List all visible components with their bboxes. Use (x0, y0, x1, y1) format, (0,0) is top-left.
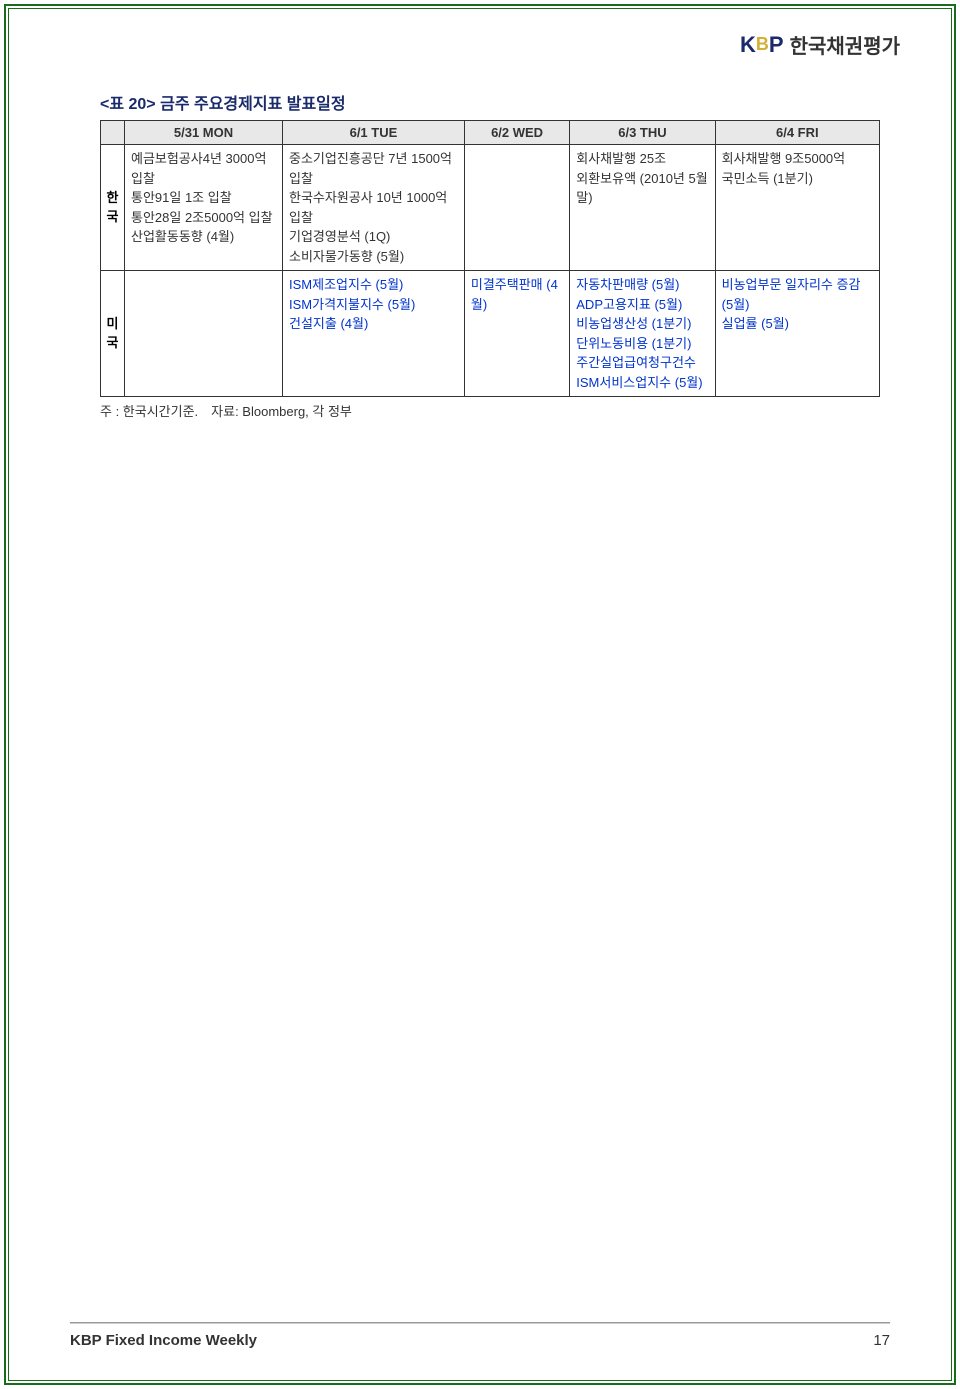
table-body: 한국 예금보험공사4년 3000억 입찰통안91일 1조 입찰통안28일 2조5… (101, 145, 880, 397)
footer-page-number: 17 (873, 1332, 890, 1349)
economic-schedule-table: 5/31 MON 6/1 TUE 6/2 WED 6/3 THU 6/4 FRI… (100, 120, 880, 397)
cell-text: 미결주택판매 (4월) (471, 275, 563, 314)
table-title: <표 20> 금주 주요경제지표 발표일정 (100, 90, 880, 114)
logo-letter-k: K (740, 32, 756, 58)
table-header-row: 5/31 MON 6/1 TUE 6/2 WED 6/3 THU 6/4 FRI (101, 121, 880, 145)
col-header-tue: 6/1 TUE (283, 121, 465, 145)
col-header-blank (101, 121, 125, 145)
cell-korea-fri: 회사채발행 9조5000억국민소득 (1분기) (715, 145, 879, 271)
logo-letter-b: B (756, 34, 769, 55)
cell-usa-wed: 미결주택판매 (4월) (464, 271, 569, 397)
main-content: <표 20> 금주 주요경제지표 발표일정 5/31 MON 6/1 TUE 6… (100, 90, 880, 420)
col-header-wed: 6/2 WED (464, 121, 569, 145)
footer-row: KBP Fixed Income Weekly 17 (70, 1332, 890, 1349)
cell-korea-tue: 중소기업진흥공단 7년 1500억 입찰한국수자원공사 10년 1000억 입찰… (283, 145, 465, 271)
cell-usa-mon (125, 271, 283, 397)
row-label-usa: 미국 (101, 271, 125, 397)
cell-text: 회사채발행 9조5000억국민소득 (1분기) (722, 149, 873, 188)
cell-text: 중소기업진흥공단 7년 1500억 입찰한국수자원공사 10년 1000억 입찰… (289, 149, 458, 266)
company-name: 한국채권평가 (790, 30, 900, 59)
col-header-mon: 5/31 MON (125, 121, 283, 145)
cell-usa-fri: 비농업부문 일자리수 증감 (5월)실업률 (5월) (715, 271, 879, 397)
table-footnote: 주 : 한국시간기준. 자료: Bloomberg, 각 정부 (100, 401, 880, 420)
cell-text: 회사채발행 25조외환보유액 (2010년 5월말) (576, 149, 708, 208)
cell-usa-thu: 자동차판매량 (5월)ADP고용지표 (5월)비농업생산성 (1분기)단위노동비… (570, 271, 715, 397)
kbp-logo: KBP (740, 32, 784, 58)
cell-text: ISM제조업지수 (5월)ISM가격지불지수 (5월)건설지출 (4월) (289, 275, 458, 334)
col-header-fri: 6/4 FRI (715, 121, 879, 145)
col-header-thu: 6/3 THU (570, 121, 715, 145)
cell-text: 예금보험공사4년 3000억 입찰통안91일 1조 입찰통안28일 2조5000… (131, 149, 276, 247)
logo-letter-p: P (769, 32, 784, 58)
footer-title: KBP Fixed Income Weekly (70, 1332, 257, 1349)
row-label-korea-text: 한국 (107, 190, 119, 223)
table-row-korea: 한국 예금보험공사4년 3000억 입찰통안91일 1조 입찰통안28일 2조5… (101, 145, 880, 271)
cell-usa-tue: ISM제조업지수 (5월)ISM가격지불지수 (5월)건설지출 (4월) (283, 271, 465, 397)
row-label-korea: 한국 (101, 145, 125, 271)
cell-text: 비농업부문 일자리수 증감 (5월)실업률 (5월) (722, 275, 873, 334)
header-logo-area: KBP 한국채권평가 (740, 30, 900, 59)
table-row-usa: 미국 ISM제조업지수 (5월)ISM가격지불지수 (5월)건설지출 (4월) … (101, 271, 880, 397)
cell-korea-thu: 회사채발행 25조외환보유액 (2010년 5월말) (570, 145, 715, 271)
cell-korea-mon: 예금보험공사4년 3000억 입찰통안91일 1조 입찰통안28일 2조5000… (125, 145, 283, 271)
cell-text: 자동차판매량 (5월)ADP고용지표 (5월)비농업생산성 (1분기)단위노동비… (576, 275, 708, 392)
row-label-usa-text: 미국 (107, 316, 119, 349)
page-footer: KBP Fixed Income Weekly 17 (70, 1322, 890, 1349)
cell-korea-wed (464, 145, 569, 271)
footer-divider (70, 1322, 890, 1324)
